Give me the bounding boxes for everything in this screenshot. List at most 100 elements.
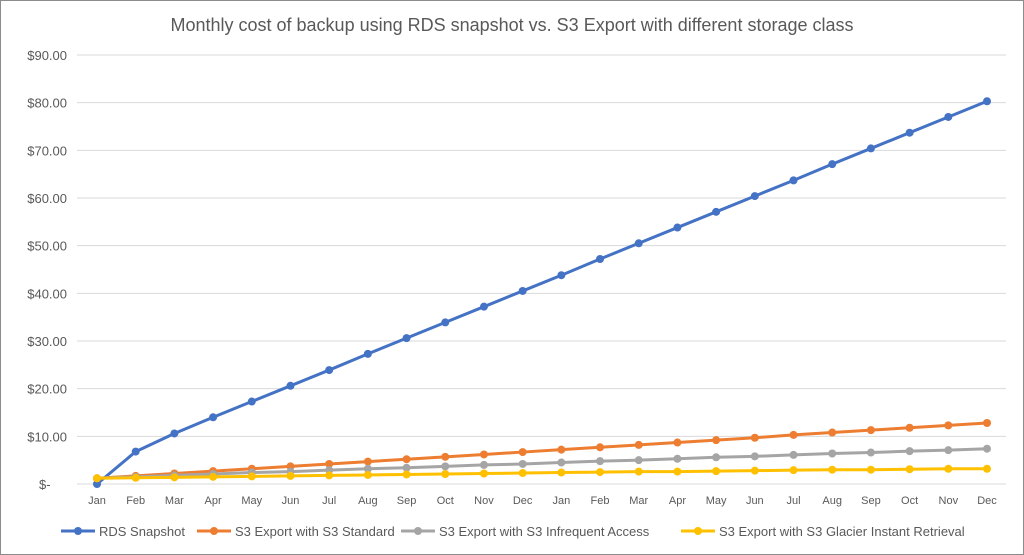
x-tick-label: Mar bbox=[165, 495, 184, 507]
data-point bbox=[789, 430, 798, 439]
data-point bbox=[131, 447, 140, 456]
x-tick-label: Oct bbox=[437, 495, 454, 507]
x-tick-label: Aug bbox=[822, 495, 842, 507]
data-point bbox=[905, 128, 914, 137]
data-point bbox=[673, 467, 682, 476]
series-line bbox=[96, 467, 987, 480]
x-tick-label: Jul bbox=[786, 495, 800, 507]
data-point bbox=[518, 448, 527, 457]
x-tick-label: Feb bbox=[591, 495, 610, 507]
data-point bbox=[983, 444, 991, 453]
x-tick-label: May bbox=[706, 495, 727, 507]
series-rds-snapshot bbox=[93, 97, 991, 488]
data-point bbox=[209, 472, 218, 481]
data-point bbox=[363, 457, 372, 466]
data-point bbox=[170, 473, 179, 482]
data-point bbox=[750, 433, 759, 442]
data-point bbox=[866, 426, 875, 435]
data-point bbox=[479, 450, 488, 459]
data-point bbox=[247, 397, 256, 406]
x-tick-label: Jul bbox=[322, 495, 336, 507]
y-tick-label: $- bbox=[39, 477, 51, 492]
chart-title: Monthly cost of backup using RDS snapsho… bbox=[170, 15, 853, 35]
data-point bbox=[828, 428, 837, 437]
data-point bbox=[363, 349, 372, 358]
data-point bbox=[441, 462, 450, 471]
data-point bbox=[712, 467, 721, 476]
data-point bbox=[209, 413, 218, 422]
x-tick-label: Dec bbox=[513, 495, 533, 507]
data-point bbox=[634, 239, 643, 248]
legend-label: RDS Snapshot bbox=[99, 524, 185, 539]
x-tick-label: Jan bbox=[88, 495, 106, 507]
data-point bbox=[944, 421, 953, 430]
data-point bbox=[402, 463, 411, 472]
data-point bbox=[363, 464, 372, 473]
data-point bbox=[634, 456, 643, 465]
data-point bbox=[673, 223, 682, 232]
data-point bbox=[479, 469, 488, 478]
data-point bbox=[286, 381, 295, 390]
y-tick-label: $50.00 bbox=[27, 239, 67, 254]
data-point bbox=[905, 465, 914, 474]
data-point bbox=[479, 302, 488, 311]
data-point bbox=[866, 448, 875, 457]
data-point bbox=[828, 465, 837, 474]
y-tick-label: $10.00 bbox=[27, 429, 67, 444]
data-point bbox=[518, 286, 527, 295]
x-tick-label: May bbox=[241, 495, 262, 507]
data-point bbox=[673, 454, 682, 463]
data-point bbox=[325, 366, 334, 375]
data-point bbox=[325, 459, 334, 468]
data-point bbox=[634, 440, 643, 449]
data-point bbox=[596, 468, 605, 477]
data-point bbox=[596, 457, 605, 466]
data-point bbox=[441, 318, 450, 327]
series-line bbox=[96, 447, 988, 480]
series-line bbox=[96, 99, 988, 486]
data-point bbox=[596, 443, 605, 452]
y-tick-label: $90.00 bbox=[27, 48, 67, 63]
x-tick-label: Nov bbox=[939, 495, 959, 507]
x-tick-label: Apr bbox=[205, 495, 222, 507]
y-tick-label: $30.00 bbox=[27, 334, 67, 349]
x-tick-label: Mar bbox=[629, 495, 648, 507]
data-point bbox=[402, 470, 411, 479]
legend-label: S3 Export with S3 Standard bbox=[235, 524, 395, 539]
x-tick-label: Sep bbox=[397, 495, 417, 507]
data-point bbox=[789, 176, 798, 185]
data-point bbox=[325, 471, 334, 480]
y-tick-label: $20.00 bbox=[27, 382, 67, 397]
data-point bbox=[634, 467, 643, 476]
x-tick-label: Jun bbox=[282, 495, 300, 507]
data-point bbox=[557, 271, 566, 280]
data-point bbox=[402, 334, 411, 343]
data-point bbox=[441, 469, 450, 478]
data-point bbox=[479, 460, 488, 469]
data-point bbox=[789, 466, 798, 475]
series-s3-export-with-s3-glacier-instant-retrieval bbox=[93, 464, 991, 483]
data-point bbox=[866, 144, 875, 153]
y-tick-label: $40.00 bbox=[27, 286, 67, 301]
data-point bbox=[363, 470, 372, 479]
data-point bbox=[828, 449, 837, 458]
data-point bbox=[750, 452, 759, 461]
x-tick-label: Nov bbox=[474, 495, 494, 507]
legend-marker bbox=[414, 527, 422, 535]
data-point bbox=[712, 207, 721, 216]
data-point bbox=[828, 160, 837, 169]
legend-label: S3 Export with S3 Glacier Instant Retrie… bbox=[719, 524, 965, 539]
data-point bbox=[673, 438, 682, 447]
x-tick-label: Jan bbox=[552, 495, 570, 507]
data-point bbox=[247, 472, 256, 481]
x-tick-label: Feb bbox=[126, 495, 145, 507]
x-tick-label: Dec bbox=[977, 495, 997, 507]
series-line bbox=[96, 421, 988, 480]
legend-marker bbox=[694, 527, 702, 535]
data-point bbox=[944, 464, 953, 473]
data-point bbox=[441, 452, 450, 461]
data-point bbox=[131, 473, 140, 482]
data-point bbox=[983, 464, 991, 473]
data-point bbox=[866, 465, 875, 474]
